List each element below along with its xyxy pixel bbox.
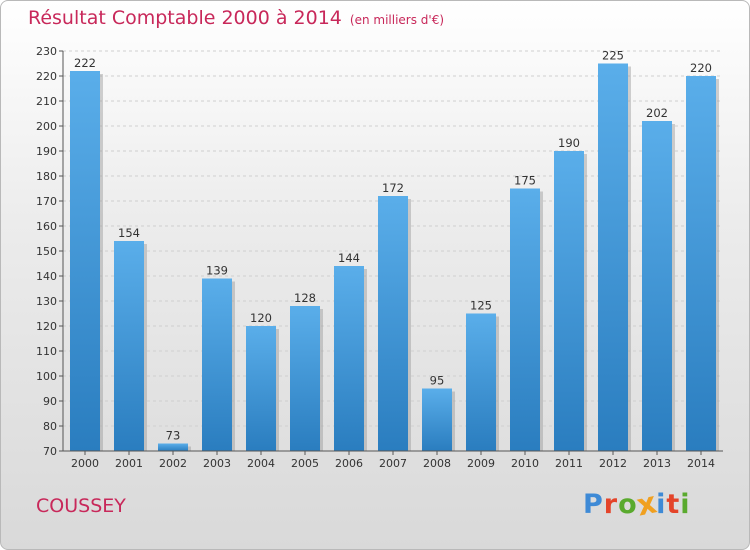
- x-tick-label: 2008: [423, 457, 451, 470]
- y-tick-label: 200: [36, 120, 57, 133]
- data-label-2013: 202: [646, 106, 668, 120]
- bar-2012: [598, 63, 628, 451]
- bar-2013: [642, 121, 672, 451]
- y-tick-label: 180: [36, 170, 57, 183]
- bar-2007: [378, 196, 408, 451]
- bar-2010: [510, 188, 540, 451]
- bar-2008: [422, 388, 452, 451]
- y-tick-label: 100: [36, 370, 57, 383]
- data-label-2012: 225: [602, 49, 624, 63]
- x-tick-label: 2002: [159, 457, 187, 470]
- bar-2014: [686, 76, 716, 451]
- bar-2002: [158, 443, 188, 451]
- data-label-2007: 172: [382, 181, 404, 195]
- logo-letter: i: [656, 489, 667, 520]
- data-label-2000: 222: [74, 56, 96, 70]
- logo-letter: P: [583, 489, 604, 520]
- y-tick-label: 230: [36, 45, 57, 58]
- logo-letter: r: [603, 489, 619, 520]
- y-tick-label: 190: [36, 145, 57, 158]
- x-tick-label: 2003: [203, 457, 231, 470]
- bar-2004: [246, 326, 276, 451]
- commune-name: COUSSEY: [36, 495, 126, 517]
- y-tick-label: 210: [36, 95, 57, 108]
- logo-letter: i: [680, 489, 691, 520]
- bar-2011: [554, 151, 584, 451]
- y-tick-label: 170: [36, 195, 57, 208]
- y-tick-label: 160: [36, 220, 57, 233]
- chart-title: Résultat Comptable 2000 à 2014 (en millie…: [28, 7, 444, 29]
- chart-title-text: Résultat Comptable 2000 à 2014: [28, 7, 342, 29]
- x-tick-label: 2014: [687, 457, 715, 470]
- data-label-2002: 73: [166, 429, 181, 443]
- data-label-2004: 120: [250, 311, 272, 325]
- x-tick-label: 2007: [379, 457, 407, 470]
- x-tick-label: 2001: [115, 457, 143, 470]
- y-tick-label: 130: [36, 295, 57, 308]
- data-label-2010: 175: [514, 174, 536, 188]
- y-tick-label: 80: [43, 420, 57, 433]
- x-tick-label: 2004: [247, 457, 275, 470]
- data-label-2006: 144: [338, 251, 360, 265]
- logo-letter: o: [618, 489, 638, 520]
- logo-letter: t: [666, 489, 681, 520]
- bar-2003: [202, 278, 232, 451]
- x-tick-label: 2011: [555, 457, 583, 470]
- x-tick-label: 2009: [467, 457, 495, 470]
- y-tick-label: 120: [36, 320, 57, 333]
- data-label-2005: 128: [294, 291, 316, 305]
- x-tick-label: 2013: [643, 457, 671, 470]
- x-tick-label: 2010: [511, 457, 539, 470]
- data-label-2001: 154: [118, 226, 140, 240]
- bar-2005: [290, 306, 320, 451]
- y-tick-label: 220: [36, 70, 57, 83]
- bar-2001: [114, 241, 144, 451]
- chart-subtitle: (en milliers d'€): [349, 13, 445, 27]
- y-tick-label: 150: [36, 245, 57, 258]
- x-tick-label: 2012: [599, 457, 627, 470]
- y-tick-label: 70: [43, 445, 57, 458]
- bar-2000: [70, 71, 100, 451]
- bar-2006: [334, 266, 364, 451]
- data-label-2011: 190: [558, 136, 580, 150]
- x-tick-label: 2005: [291, 457, 319, 470]
- y-tick-label: 110: [36, 345, 57, 358]
- y-tick-label: 140: [36, 270, 57, 283]
- data-label-2008: 95: [430, 374, 445, 388]
- data-label-2009: 125: [470, 299, 492, 313]
- x-tick-label: 2006: [335, 457, 363, 470]
- bar-2009: [466, 313, 496, 451]
- proxiti-logo: Proxiti: [583, 486, 691, 524]
- data-label-2014: 220: [690, 61, 712, 75]
- y-tick-label: 90: [43, 395, 57, 408]
- data-label-2003: 139: [206, 264, 228, 278]
- x-tick-label: 2000: [71, 457, 99, 470]
